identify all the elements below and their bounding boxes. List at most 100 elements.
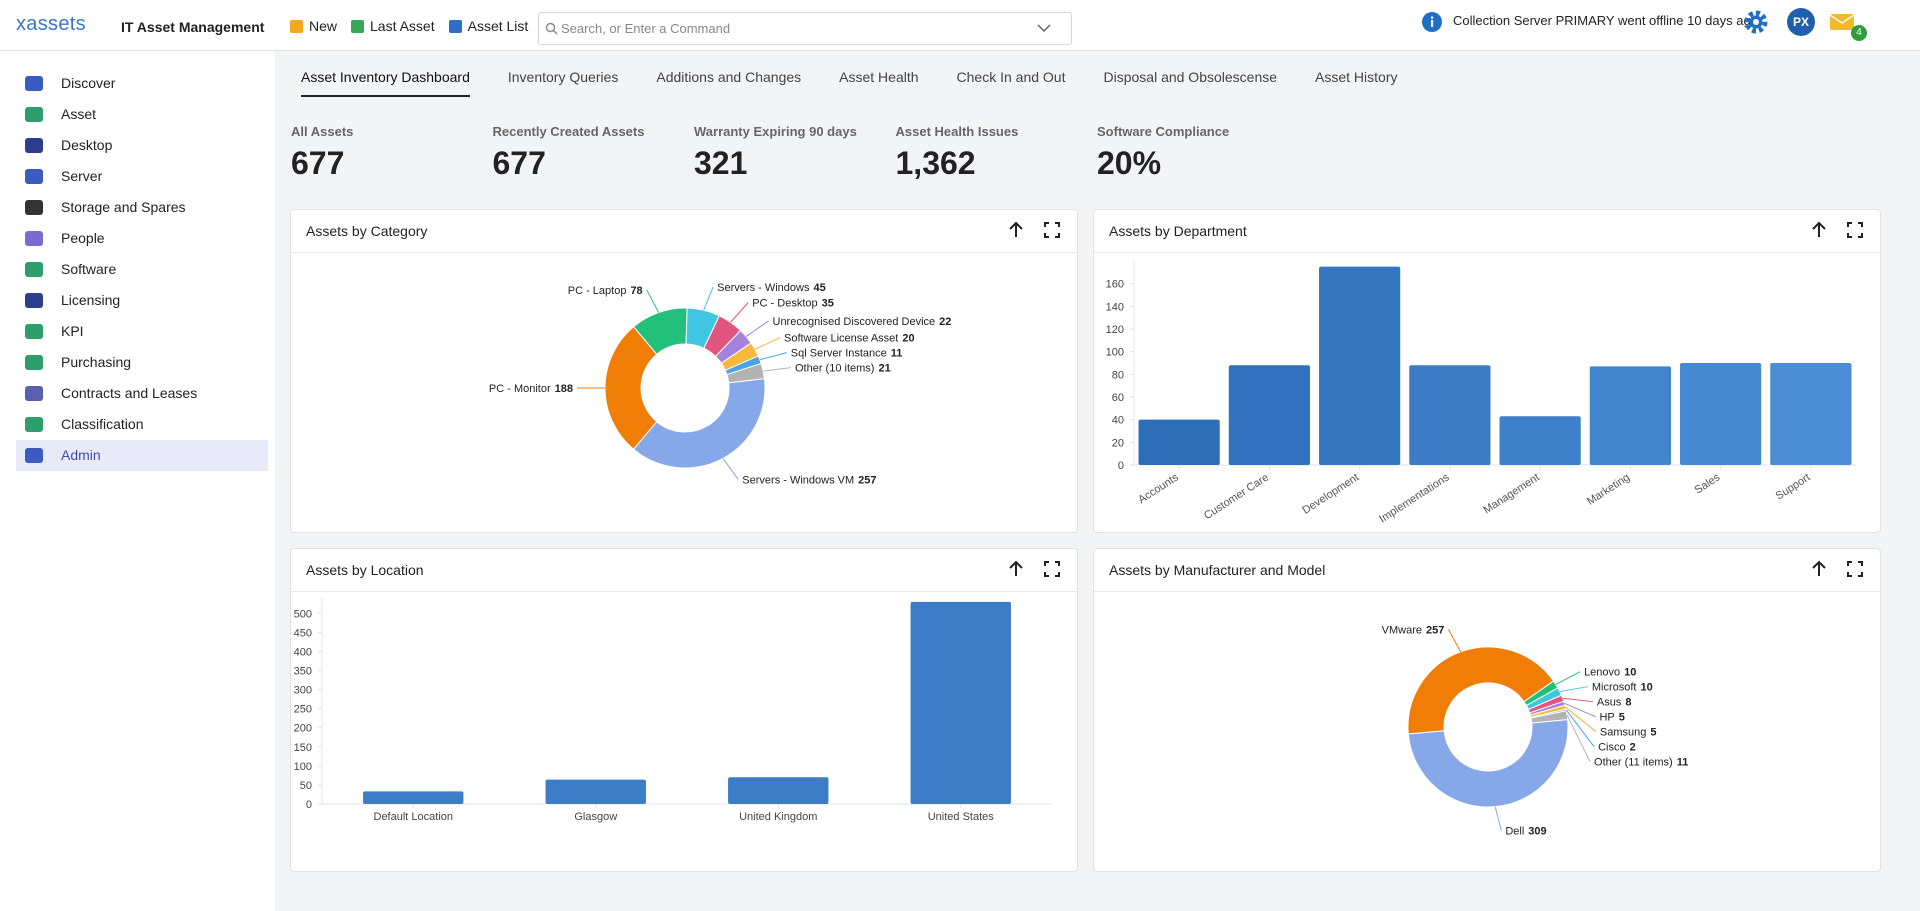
tab[interactable]: Additions and Changes bbox=[656, 69, 802, 85]
sidebar-label: KPI bbox=[61, 323, 84, 339]
y-tick-label: 350 bbox=[294, 665, 312, 677]
leader-line bbox=[646, 289, 660, 313]
leader-line bbox=[1555, 671, 1581, 685]
y-tick-label: 150 bbox=[294, 742, 312, 754]
leader-line bbox=[1447, 629, 1462, 653]
sidebar-item[interactable]: Storage and Spares bbox=[16, 192, 268, 223]
sidebar-item[interactable]: Desktop bbox=[16, 130, 268, 161]
leader-line bbox=[703, 286, 714, 311]
sidebar-item[interactable]: Licensing bbox=[16, 285, 268, 316]
chart-panel: Assets by Location 0 50 100 150 200 250 300 350 4… bbox=[290, 548, 1078, 872]
header-action[interactable]: New bbox=[290, 18, 337, 34]
panel-title: Assets by Manufacturer and Model bbox=[1109, 562, 1326, 578]
sidebar-icon bbox=[25, 138, 43, 153]
sidebar-icon bbox=[25, 293, 43, 308]
slice-name: Other (11 items) bbox=[1594, 757, 1673, 769]
panel-header: Assets by Department bbox=[1094, 210, 1880, 253]
kpi-label: Warranty Expiring 90 days bbox=[694, 124, 857, 139]
kpi-value: 677 bbox=[492, 145, 546, 181]
expand-button[interactable] bbox=[1846, 220, 1864, 240]
slice-label: Asus 8 bbox=[1597, 697, 1632, 709]
x-tick-label: United States bbox=[928, 811, 995, 823]
tab[interactable]: Inventory Queries bbox=[507, 69, 619, 85]
arrow-up-icon bbox=[1812, 221, 1826, 237]
expand-button[interactable] bbox=[1043, 220, 1061, 240]
sidebar-item[interactable]: Discover bbox=[16, 68, 268, 99]
settings-icon[interactable] bbox=[1743, 9, 1769, 35]
sidebar-icon bbox=[25, 355, 43, 370]
sidebar-item[interactable]: Classification bbox=[16, 409, 268, 440]
kpi: Recently Created Assets 677 bbox=[493, 124, 645, 182]
tab[interactable]: Asset Health bbox=[839, 69, 919, 85]
slice-name: Servers - Windows bbox=[717, 282, 810, 294]
tab[interactable]: Disposal and Obsolescense bbox=[1103, 69, 1278, 85]
y-tick-label: 140 bbox=[1106, 301, 1124, 313]
slice-label: Servers - Windows 45 bbox=[717, 282, 826, 294]
tab[interactable]: Asset Inventory Dashboard bbox=[301, 69, 470, 97]
y-tick-label: 0 bbox=[306, 799, 312, 811]
header-action[interactable]: Last Asset bbox=[351, 18, 435, 34]
arrow-up-icon bbox=[1009, 560, 1023, 576]
move-up-button[interactable] bbox=[1007, 220, 1025, 240]
x-tick-label: Marketing bbox=[1585, 471, 1632, 507]
bar bbox=[1680, 363, 1762, 465]
arrow-up-icon bbox=[1009, 221, 1023, 237]
slice-value: 11 bbox=[891, 348, 903, 360]
move-up-button[interactable] bbox=[1810, 559, 1828, 579]
sidebar-label: Software bbox=[61, 261, 117, 277]
slice-name: HP bbox=[1599, 712, 1614, 724]
sidebar-item[interactable]: Asset bbox=[16, 99, 268, 130]
donut-slice bbox=[632, 378, 766, 469]
sidebar-item[interactable]: Software bbox=[16, 254, 268, 285]
dropdown-caret[interactable] bbox=[1037, 23, 1051, 33]
kpi-value: 1,362 bbox=[895, 145, 976, 181]
chart-panel: Assets by Department 0 20 40 60 80 100 120 140 16… bbox=[1093, 209, 1881, 533]
slice-label: Software License Asset 20 bbox=[784, 333, 915, 345]
sidebar-label: Classification bbox=[61, 416, 144, 432]
y-tick-label: 0 bbox=[1118, 460, 1124, 472]
slice-name: Software License Asset bbox=[784, 333, 898, 345]
header-action[interactable]: Asset List bbox=[448, 18, 528, 34]
y-tick-label: 100 bbox=[1106, 347, 1124, 359]
sidebar-icon bbox=[25, 386, 43, 401]
tab[interactable]: Asset History bbox=[1315, 69, 1398, 85]
user-avatar[interactable]: PX bbox=[1787, 8, 1815, 36]
mail-icon[interactable] bbox=[1829, 12, 1855, 32]
slice-value: 78 bbox=[630, 285, 642, 297]
expand-button[interactable] bbox=[1043, 559, 1061, 579]
expand-button[interactable] bbox=[1846, 559, 1864, 579]
bar bbox=[1228, 365, 1310, 465]
slice-value: 22 bbox=[939, 316, 951, 328]
kpi-label: Asset Health Issues bbox=[895, 124, 1019, 139]
sidebar-label: Storage and Spares bbox=[61, 199, 186, 215]
kpi: Software Compliance 20% bbox=[1097, 124, 1229, 182]
sidebar-item[interactable]: Admin bbox=[16, 440, 268, 471]
search-icon bbox=[545, 22, 558, 35]
notification-text[interactable]: Collection Server PRIMARY went offline 1… bbox=[1453, 13, 1758, 28]
x-tick-label: Glasgow bbox=[574, 811, 617, 823]
sidebar-item[interactable]: Purchasing bbox=[16, 347, 268, 378]
info-icon[interactable] bbox=[1421, 11, 1443, 33]
sidebar-item[interactable]: KPI bbox=[16, 316, 268, 347]
chart: Servers - Windows 45 PC - Desktop 35 Unrecog… bbox=[489, 282, 952, 487]
sidebar-item[interactable]: Contracts and Leases bbox=[16, 378, 268, 409]
move-up-button[interactable] bbox=[1007, 559, 1025, 579]
tab[interactable]: Check In and Out bbox=[956, 69, 1066, 85]
sidebar-icon bbox=[25, 324, 43, 339]
y-tick-label: 400 bbox=[294, 646, 312, 658]
sidebar-item[interactable]: Server bbox=[16, 161, 268, 192]
sidebar-item[interactable]: People bbox=[16, 223, 268, 254]
slice-name: Cisco bbox=[1598, 742, 1626, 754]
leader-line bbox=[745, 320, 769, 337]
search-box[interactable]: Search, or Enter a Command bbox=[538, 12, 1072, 45]
slice-label: Other (11 items) 11 bbox=[1594, 757, 1688, 769]
kpi-value: 20% bbox=[1097, 145, 1162, 181]
logo[interactable]: xassets bbox=[16, 13, 86, 35]
slice-name: Asus bbox=[1597, 697, 1622, 709]
move-up-button[interactable] bbox=[1810, 220, 1828, 240]
sidebar-icon bbox=[25, 76, 43, 91]
bar bbox=[1319, 266, 1401, 465]
slice-label: VMware 257 bbox=[1382, 624, 1445, 636]
y-tick-label: 200 bbox=[294, 723, 312, 735]
